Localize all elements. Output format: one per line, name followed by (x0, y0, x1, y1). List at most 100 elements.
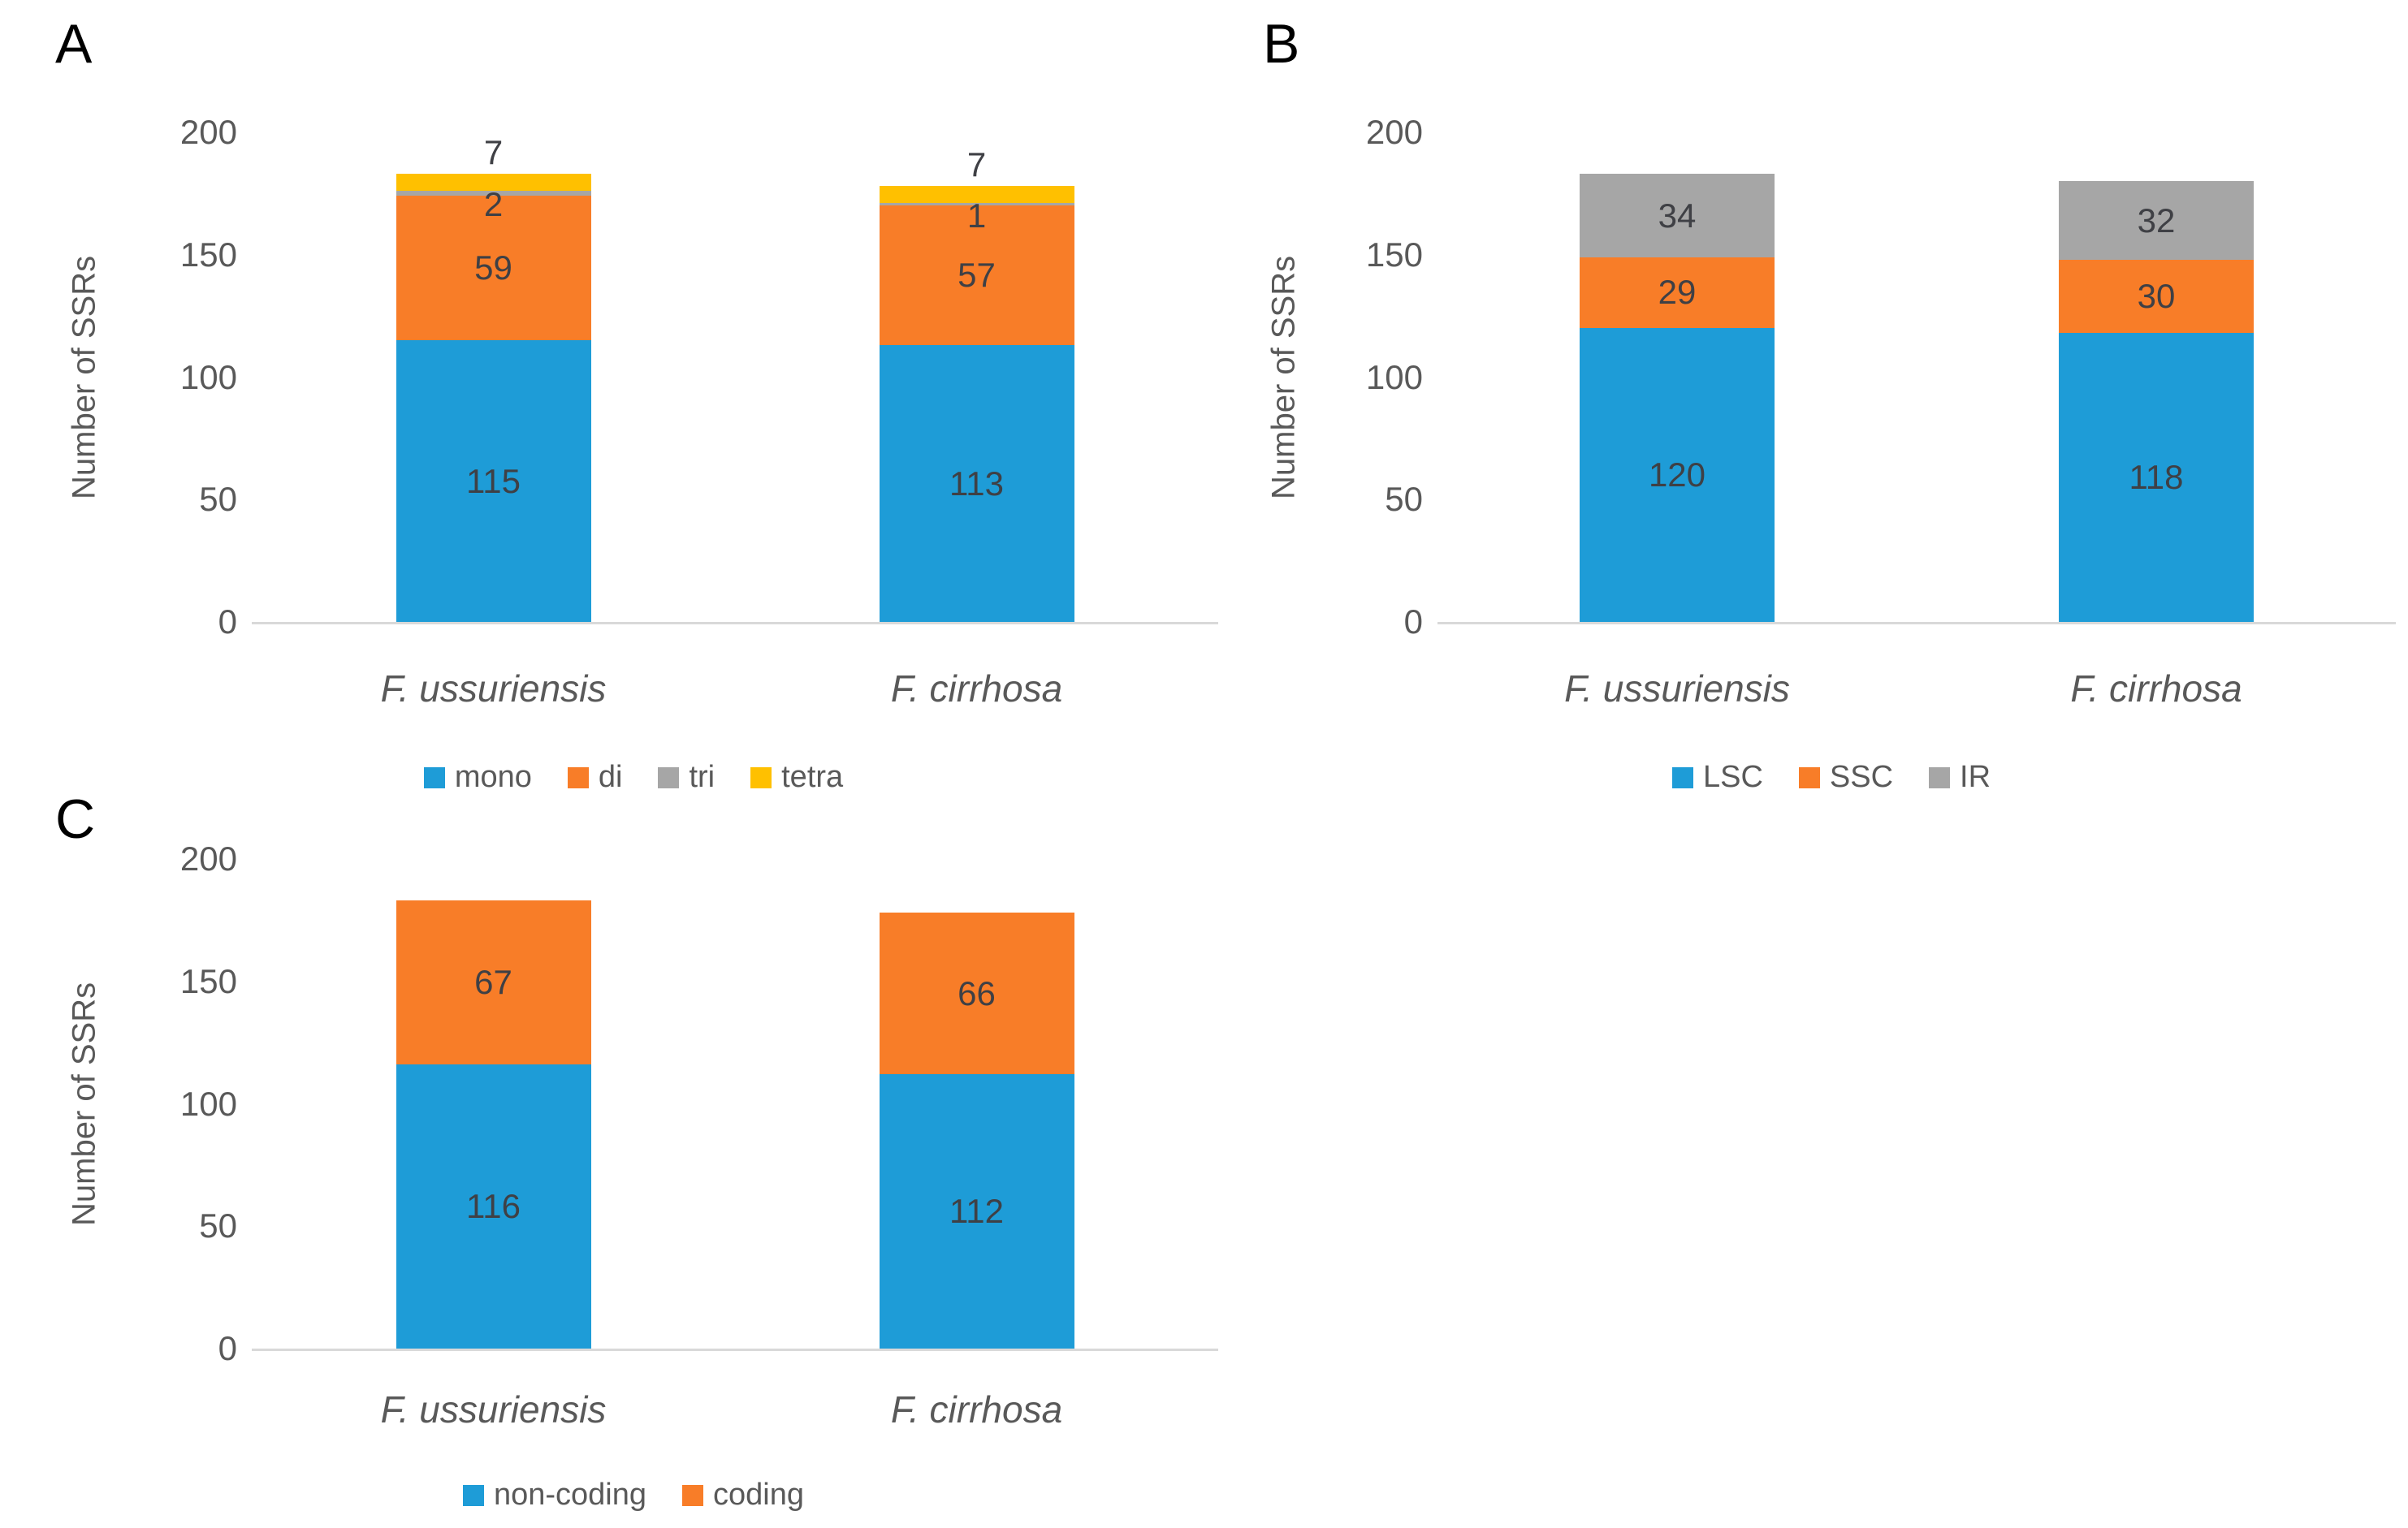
bar-segment-di (879, 205, 1074, 346)
bar-segment-mono (879, 345, 1074, 622)
stacked-bar-f-cirrhosa: 112 66 (879, 913, 1074, 1349)
y-tick-label: 100 (1365, 357, 1423, 396)
bar-value-label: 29 (1658, 273, 1697, 312)
y-tick-label: 0 (1403, 602, 1423, 641)
legend-item-non-coding: non-coding (462, 1478, 647, 1513)
stacked-bar-f-ussuriensis: 116 67 (396, 900, 591, 1349)
y-tick-label: 100 (179, 1084, 237, 1123)
stacked-bar-f-cirrhosa: 118 30 32 (2059, 181, 2254, 622)
bar-value-label: 30 (2137, 277, 2176, 315)
bar-value-label: 112 (949, 1192, 1004, 1231)
y-tick-label: 100 (179, 357, 237, 396)
legend-item-lsc: LSC (1671, 760, 1763, 795)
y-tick-label: 150 (179, 961, 237, 1000)
bar-segment-mono (396, 340, 591, 622)
legend-label: coding (713, 1478, 805, 1512)
y-tick-label: 200 (179, 113, 237, 151)
bar-value-label: 57 (958, 256, 996, 295)
x-category-label: F. ussuriensis (380, 1388, 607, 1431)
legend-label: non-coding (493, 1478, 647, 1512)
panel-b-letter: B (1263, 13, 1300, 75)
legend-swatch-tetra (750, 766, 772, 788)
legend-swatch-ssc (1798, 766, 1820, 788)
legend-item-ssc: SSC (1798, 760, 1894, 795)
bar-segment-tri (879, 203, 1074, 206)
panel-c-legend: non-coding coding (49, 1478, 1218, 1513)
panel-b-legend: LSC SSC IR (1263, 760, 2400, 795)
legend-label: IR (1960, 760, 1991, 794)
legend-swatch-coding (682, 1484, 704, 1506)
legend-swatch-di (567, 766, 589, 788)
y-tick-label: 200 (179, 840, 237, 878)
bar-value-label: 118 (2129, 458, 2184, 497)
x-category-label: F. ussuriensis (1564, 667, 1790, 710)
x-category-label: F. ussuriensis (380, 667, 607, 710)
panel-c-plot-area (252, 859, 1218, 1351)
legend-label: tetra (781, 760, 844, 794)
bar-value-label: 2 (483, 185, 504, 224)
bar-value-label: 59 (474, 248, 512, 287)
bar-segment-di (396, 196, 591, 341)
x-category-label: F. cirrhosa (890, 667, 1063, 710)
bar-segment-ir (2059, 181, 2254, 260)
bar-segment-coding (396, 900, 591, 1065)
bar-value-label: 34 (1658, 196, 1697, 235)
legend-swatch-ir (1929, 766, 1951, 788)
panel-b-plot-area (1437, 132, 2396, 624)
bar-value-label: 66 (958, 973, 996, 1012)
bar-value-label: 115 (466, 461, 521, 500)
legend-label: tri (689, 760, 715, 794)
bar-value-label: 120 (1648, 455, 1706, 494)
stacked-bar-f-ussuriensis: 120 29 34 (1580, 174, 1775, 622)
bar-segment-tetra (396, 174, 591, 192)
bar-segment-lsc (2059, 333, 2254, 622)
bar-value-label: 67 (474, 963, 512, 1002)
panel-a-plot-area (252, 132, 1218, 624)
bar-segment-ssc (2059, 259, 2254, 334)
y-tick-label: 50 (199, 1206, 237, 1245)
x-category-label: F. cirrhosa (890, 1388, 1063, 1431)
y-tick-label: 0 (218, 602, 237, 641)
bar-value-label: 1 (966, 196, 987, 235)
y-tick-label: 50 (199, 480, 237, 519)
legend-label: SSC (1829, 760, 1894, 794)
bar-value-label: 7 (483, 133, 504, 172)
legend-swatch-non-coding (462, 1484, 484, 1506)
panel-c: C Number of SSRs non-coding coding 0 50 100… (49, 783, 1218, 1524)
bar-value-label: 116 (466, 1187, 521, 1226)
bar-value-label: 32 (2137, 201, 2176, 240)
bar-segment-coding (879, 913, 1074, 1075)
legend-label: LSC (1702, 760, 1763, 794)
panel-c-letter: C (55, 788, 96, 850)
panel-a: A Number of SSRs mono di tri tetra 0 50 100 15… (49, 16, 1218, 812)
legend-label: di (598, 760, 623, 794)
bar-value-label: 113 (949, 464, 1004, 503)
legend-swatch-lsc (1671, 766, 1693, 788)
bar-segment-tri (396, 191, 591, 196)
bar-segment-non-coding (879, 1074, 1074, 1349)
stacked-bar-f-cirrhosa: 113 57 1 7 (879, 148, 1074, 622)
x-category-label: F. cirrhosa (2070, 667, 2242, 710)
legend-item-di: di (567, 760, 623, 795)
legend-item-tri: tri (658, 760, 715, 795)
bar-segment-lsc (1580, 328, 1775, 622)
panel-a-legend: mono di tri tetra (49, 760, 1218, 795)
bar-segment-tetra (879, 186, 1074, 204)
bar-value-label: 7 (966, 145, 987, 184)
legend-swatch-tri (658, 766, 680, 788)
y-tick-label: 200 (1365, 113, 1423, 151)
y-tick-label: 150 (1365, 235, 1423, 274)
y-tick-label: 150 (179, 235, 237, 274)
bar-segment-non-coding (396, 1064, 591, 1349)
legend-item-coding: coding (682, 1478, 804, 1513)
legend-item-ir: IR (1929, 760, 1991, 795)
panel-a-letter: A (55, 13, 93, 75)
legend-swatch-mono (423, 766, 445, 788)
y-tick-label: 0 (218, 1329, 237, 1367)
stacked-bar-f-ussuriensis: 115 59 2 7 (396, 136, 591, 622)
legend-item-mono: mono (423, 760, 532, 795)
legend-label: mono (454, 760, 532, 794)
bar-segment-ir (1580, 174, 1775, 257)
legend-item-tetra: tetra (750, 760, 843, 795)
